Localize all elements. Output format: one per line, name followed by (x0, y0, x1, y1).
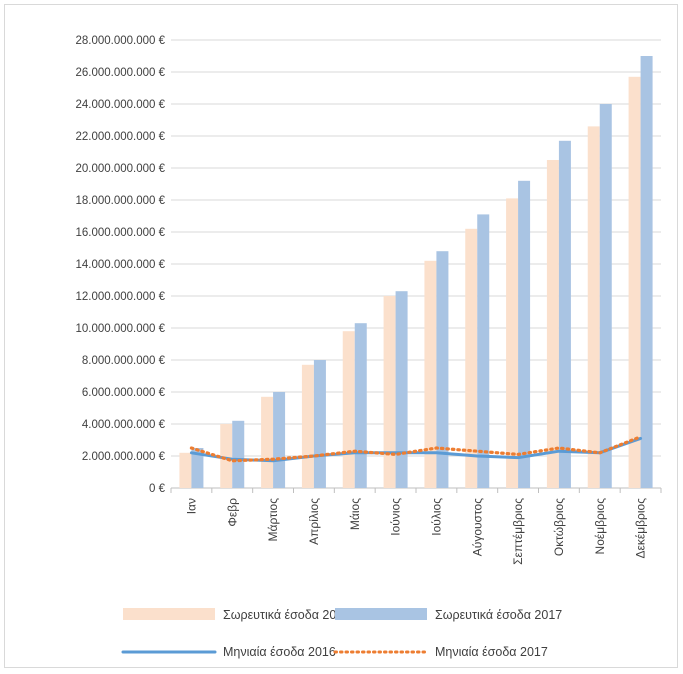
legend-label: Σωρευτικά έσοδα 2016 (223, 608, 350, 622)
x-tick-label: Σεπτέμβριος (511, 498, 525, 565)
bar (395, 291, 408, 488)
x-tick-label: Μάρτιος (266, 498, 280, 542)
legend-swatch (335, 608, 427, 620)
series-line (189, 435, 643, 463)
legend-label: Μηνιαία έσοδα 2017 (435, 645, 548, 659)
bar (313, 360, 326, 488)
x-tick-label: Νοέμβριος (593, 498, 607, 555)
chart-canvas: 0 € 2.000.000.000 € 4.000.000.000 € 6.000.0… (75, 35, 662, 659)
y-axis-ticks: 0 € 2.000.000.000 € 4.000.000.000 € 6.000.0… (75, 35, 165, 495)
bar (640, 56, 653, 488)
y-tick-label: 0 € (149, 483, 166, 495)
bar (383, 296, 396, 488)
y-tick-label: 14.000.000.000 € (75, 259, 165, 271)
y-tick-label: 12.000.000.000 € (75, 291, 165, 303)
y-tick-label: 4.000.000.000 € (82, 419, 166, 431)
legend-swatch (123, 608, 215, 620)
bar (506, 198, 519, 488)
bar (628, 76, 641, 489)
x-tick-label: Μάιος (348, 498, 362, 530)
legend-item: Σωρευτικά έσοδα 2016 (123, 608, 350, 622)
legend-item: Μηνιαία έσοδα 2017 (333, 645, 548, 659)
bar (354, 323, 367, 488)
legend-label: Μηνιαία έσοδα 2016 (223, 645, 336, 659)
bar (558, 140, 571, 489)
x-axis-ticks: Ιαν Φεβρ Μάρτιος Απρίλιος Μάιος Ιούνιος Ιούλιο… (184, 498, 647, 565)
bar (301, 364, 314, 488)
legend: Σωρευτικά έσοδα 2016 Σωρευτικά έσοδα 2017… (121, 608, 562, 659)
y-tick-label: 20.000.000.000 € (75, 163, 165, 175)
y-tick-label: 28.000.000.000 € (75, 35, 165, 47)
x-tick-label: Ιούνιος (389, 498, 403, 536)
bar (587, 126, 600, 489)
y-tick-label: 6.000.000.000 € (82, 387, 166, 399)
bar (261, 396, 274, 488)
bar (477, 214, 490, 488)
legend-label: Σωρευτικά έσοδα 2017 (435, 608, 562, 622)
bar (220, 424, 233, 488)
bar (232, 420, 245, 488)
bar (518, 180, 531, 489)
bar (465, 228, 478, 489)
chart-frame: 0 € 2.000.000.000 € 4.000.000.000 € 6.000.0… (4, 4, 678, 668)
y-tick-label: 24.000.000.000 € (75, 99, 165, 111)
x-tick-label: Οκτώβριος (552, 498, 566, 556)
y-tick-label: 10.000.000.000 € (75, 323, 165, 335)
y-tick-label: 22.000.000.000 € (75, 131, 165, 143)
bar (191, 448, 204, 488)
y-tick-label: 16.000.000.000 € (75, 227, 165, 239)
bars (179, 56, 653, 489)
bar (342, 331, 355, 488)
y-tick-label: 26.000.000.000 € (75, 67, 165, 79)
bar (546, 160, 559, 488)
y-tick-label: 8.000.000.000 € (82, 355, 166, 367)
bar (436, 251, 449, 488)
y-tick-label: 2.000.000.000 € (82, 451, 166, 463)
bar (273, 392, 286, 488)
y-tick-label: 18.000.000.000 € (75, 195, 165, 207)
x-tick-label: Φεβρ (225, 498, 239, 527)
legend-item: Μηνιαία έσοδα 2016 (121, 645, 336, 659)
bar (179, 452, 192, 488)
x-tick-label: Αύγουστος (470, 498, 484, 556)
bar (599, 104, 612, 488)
lines (189, 435, 643, 463)
x-tick-label: Ιούλιος (429, 498, 443, 536)
bar (424, 260, 437, 488)
x-tick-label: Δεκέμβριος (634, 498, 648, 559)
x-tick-label: Απρίλιος (307, 498, 321, 545)
legend-item: Σωρευτικά έσοδα 2017 (335, 608, 562, 622)
gridlines (170, 39, 662, 493)
x-tick-label: Ιαν (184, 498, 198, 514)
